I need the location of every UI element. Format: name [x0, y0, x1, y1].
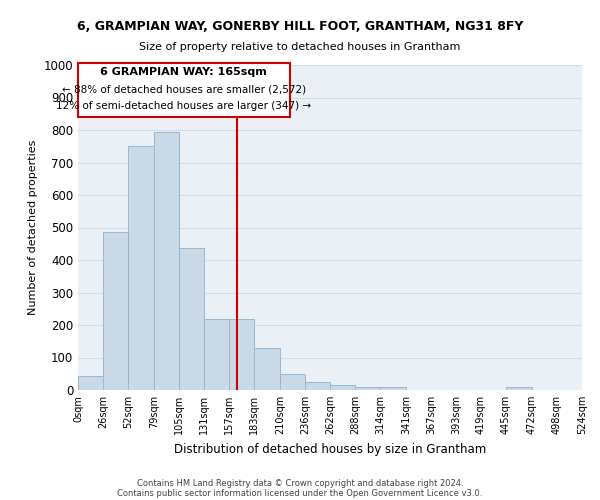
Bar [330, 385, 355, 390]
Bar [355, 387, 380, 390]
Text: Contains public sector information licensed under the Open Government Licence v3: Contains public sector information licen… [118, 488, 482, 498]
Bar [305, 382, 330, 390]
Text: Size of property relative to detached houses in Grantham: Size of property relative to detached ho… [139, 42, 461, 52]
Text: ← 88% of detached houses are smaller (2,572): ← 88% of detached houses are smaller (2,… [62, 84, 306, 94]
Y-axis label: Number of detached properties: Number of detached properties [28, 140, 38, 315]
Bar [154, 132, 179, 390]
Bar [179, 248, 204, 390]
Bar [506, 388, 532, 390]
Bar [229, 318, 254, 390]
Bar [380, 387, 406, 390]
Bar [254, 348, 280, 390]
Text: 6, GRAMPIAN WAY, GONERBY HILL FOOT, GRANTHAM, NG31 8FY: 6, GRAMPIAN WAY, GONERBY HILL FOOT, GRAN… [77, 20, 523, 33]
Bar [128, 146, 154, 390]
Text: Contains HM Land Registry data © Crown copyright and database right 2024.: Contains HM Land Registry data © Crown c… [137, 478, 463, 488]
Text: 12% of semi-detached houses are larger (347) →: 12% of semi-detached houses are larger (… [56, 101, 311, 111]
FancyBboxPatch shape [78, 64, 290, 117]
X-axis label: Distribution of detached houses by size in Grantham: Distribution of detached houses by size … [174, 442, 486, 456]
Bar [103, 232, 128, 390]
Bar [280, 374, 305, 390]
Bar [78, 376, 103, 390]
Bar [204, 318, 229, 390]
Text: 6 GRAMPIAN WAY: 165sqm: 6 GRAMPIAN WAY: 165sqm [100, 66, 267, 76]
